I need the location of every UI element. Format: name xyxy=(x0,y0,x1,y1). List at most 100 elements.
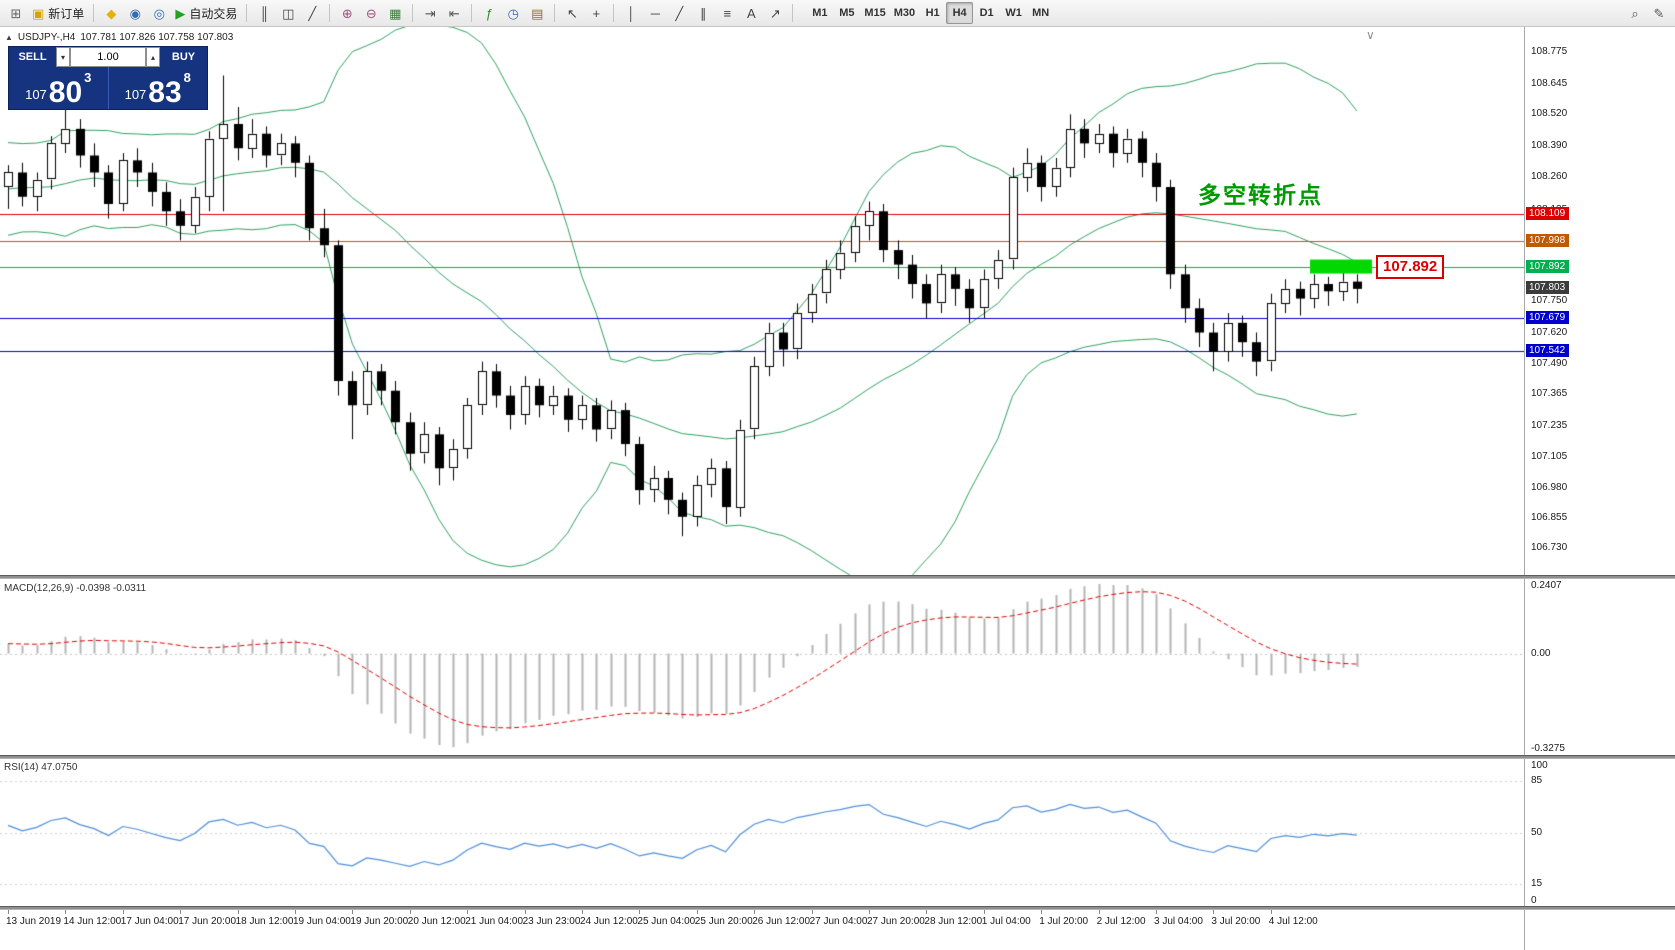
timeframe-h4-button[interactable]: H4 xyxy=(946,2,974,24)
metaeditor-button[interactable]: ◆ xyxy=(99,2,123,24)
zoom-out-icon: ⊖ xyxy=(365,5,377,21)
pane-splitter[interactable] xyxy=(0,755,1675,759)
price-axis[interactable]: 108.775 108.645 108.520 108.390 108.260 108.1… xyxy=(1524,27,1675,950)
trendline-icon: ╱ xyxy=(675,5,684,21)
candlestick-chart-icon: ◫ xyxy=(282,5,295,21)
buy-price-button[interactable]: 107 83 8 xyxy=(107,67,208,109)
chart-shift-button[interactable]: ⇤ xyxy=(442,2,466,24)
time-axis-label: 27 Jun 20:00 xyxy=(867,916,925,927)
text-label-button[interactable]: A xyxy=(739,2,763,24)
timeframe-mn-button[interactable]: MN xyxy=(1027,2,1054,24)
time-axis[interactable]: 13 Jun 2019 14 Jun 12:00 17 Jun 04:00 17 Ju… xyxy=(0,910,1524,950)
sell-price-button[interactable]: 107 80 3 xyxy=(9,67,108,109)
time-axis-label: 1 Jul 20:00 xyxy=(1039,916,1089,927)
timeframe-m1-button[interactable]: M1 xyxy=(806,2,833,24)
search-icon: ⌕ xyxy=(1631,5,1639,21)
caret-down-icon: ▾ xyxy=(60,52,65,62)
metaeditor-icon: ◆ xyxy=(106,5,117,21)
tile-windows-icon: ▦ xyxy=(389,5,402,21)
buy-price-prefix: 107 xyxy=(124,87,147,102)
zoom-in-icon: ⊕ xyxy=(341,5,353,21)
time-axis-tick xyxy=(983,910,985,914)
rsi-indicator-canvas[interactable] xyxy=(0,759,1524,906)
auto-scroll-button[interactable]: ⇥ xyxy=(418,2,442,24)
time-axis-tick xyxy=(811,910,813,914)
new-chart-button[interactable]: ⊞ xyxy=(4,2,28,24)
bar-chart-button[interactable]: ║ xyxy=(252,2,276,24)
timeframe-h1-button[interactable]: H1 xyxy=(919,2,946,24)
horizontal-line-icon: ─ xyxy=(650,5,660,21)
time-axis-tick xyxy=(1156,910,1157,914)
axis-label: 85 xyxy=(1531,775,1543,787)
pane-splitter[interactable] xyxy=(0,906,1675,910)
time-axis-label: 13 Jun 2019 xyxy=(6,916,62,927)
chevron-down-icon[interactable]: ∨ xyxy=(1366,28,1375,42)
sell-price-big: 80 xyxy=(48,75,83,109)
strategy-tester-button[interactable]: ◎ xyxy=(147,2,171,24)
time-axis-tick xyxy=(122,910,124,914)
templates-icon: ▤ xyxy=(531,5,544,21)
time-axis-label: 3 Jul 04:00 xyxy=(1154,916,1203,927)
lot-size-input[interactable] xyxy=(70,47,146,67)
equidistant-channel-button[interactable]: ∥ xyxy=(691,2,715,24)
trendline-button[interactable]: ╱ xyxy=(667,2,691,24)
candlestick-chart-button[interactable]: ◫ xyxy=(276,2,300,24)
crosshair-button[interactable]: + xyxy=(584,2,608,24)
timeframe-w1-button[interactable]: W1 xyxy=(1000,2,1027,24)
timeframe-m15-button[interactable]: M15 xyxy=(860,2,889,24)
tile-windows-button[interactable]: ▦ xyxy=(383,2,407,24)
axis-label: 100 xyxy=(1531,760,1548,771)
vertical-line-button[interactable]: │ xyxy=(619,2,643,24)
new-order-label: 新订单 xyxy=(48,6,85,21)
pane-splitter[interactable] xyxy=(0,575,1675,579)
time-axis-label: 1 Jul 04:00 xyxy=(981,916,1031,927)
search-button[interactable]: ⌕ xyxy=(1623,2,1647,24)
line-chart-button[interactable]: ╱ xyxy=(300,2,324,24)
timeframe-m5-button[interactable]: M5 xyxy=(833,2,860,24)
macd-indicator-canvas[interactable] xyxy=(0,579,1524,755)
text-label-icon: A xyxy=(746,5,756,21)
time-axis-tick xyxy=(409,910,411,914)
zoom-in-button[interactable]: ⊕ xyxy=(335,2,359,24)
auto-trading-button[interactable]: ▶ 自动交易 xyxy=(171,2,241,24)
time-axis-label: 27 Jun 04:00 xyxy=(809,916,868,927)
zoom-out-button[interactable]: ⊖ xyxy=(359,2,383,24)
axis-label: 108.260 xyxy=(1531,171,1568,183)
price-axis-badge: 107.892 xyxy=(1526,259,1570,273)
new-order-button[interactable]: ▣ 新订单 xyxy=(28,2,88,24)
arrows-button[interactable]: ↗ xyxy=(763,2,787,24)
buy-button[interactable]: BUY xyxy=(160,47,207,67)
market-watch-icon: ◉ xyxy=(129,5,141,21)
lot-decrease-button[interactable]: ▾ xyxy=(56,47,70,67)
fibonacci-button[interactable]: ≡ xyxy=(715,2,739,24)
axis-label: 107.105 xyxy=(1531,451,1568,463)
time-axis-tick xyxy=(524,910,526,914)
time-axis-tick xyxy=(65,910,67,914)
indicators-button[interactable]: ƒ xyxy=(477,2,501,24)
templates-button[interactable]: ▤ xyxy=(525,2,549,24)
timeframe-d1-button[interactable]: D1 xyxy=(973,2,1000,24)
sell-button[interactable]: SELL xyxy=(9,47,56,67)
time-axis-label: 28 Jun 12:00 xyxy=(924,916,983,927)
axis-label: 107.620 xyxy=(1531,326,1568,338)
time-axis-tick xyxy=(926,910,928,914)
main-chart-canvas[interactable] xyxy=(0,27,1524,575)
toolbar: ⊞ ▣ 新订单 ◆ ◉ ◎ ▶ 自动交易 ║ ◫ ╱ ⊕ ⊖ ▦ ⇥ ⇤ ƒ ◷ ▤ ↖ + │ ─ ╱ ∥ ≡ A ↗ M1 M5 M15… xyxy=(0,0,1675,27)
new-order-icon: ▣ xyxy=(32,5,45,21)
lot-increase-button[interactable]: ▴ xyxy=(146,47,160,67)
time-axis-tick xyxy=(237,910,239,914)
market-watch-button[interactable]: ◉ xyxy=(123,2,147,24)
auto-scroll-icon: ⇥ xyxy=(424,5,436,21)
periods-button[interactable]: ◷ xyxy=(501,2,525,24)
buy-price-sup: 8 xyxy=(183,70,191,85)
time-axis-tick xyxy=(180,910,182,914)
horizontal-line-button[interactable]: ─ xyxy=(643,2,667,24)
time-axis-tick xyxy=(754,910,756,914)
quick-edit-button[interactable]: ✎ xyxy=(1647,2,1671,24)
axis-label: 0.00 xyxy=(1531,647,1551,659)
cursor-button[interactable]: ↖ xyxy=(560,2,584,24)
time-axis-label: 2 Jul 12:00 xyxy=(1096,916,1146,927)
time-axis-label: 25 Jun 04:00 xyxy=(637,916,696,927)
timeframe-m30-button[interactable]: M30 xyxy=(890,2,919,24)
time-axis-label: 14 Jun 12:00 xyxy=(63,916,122,927)
